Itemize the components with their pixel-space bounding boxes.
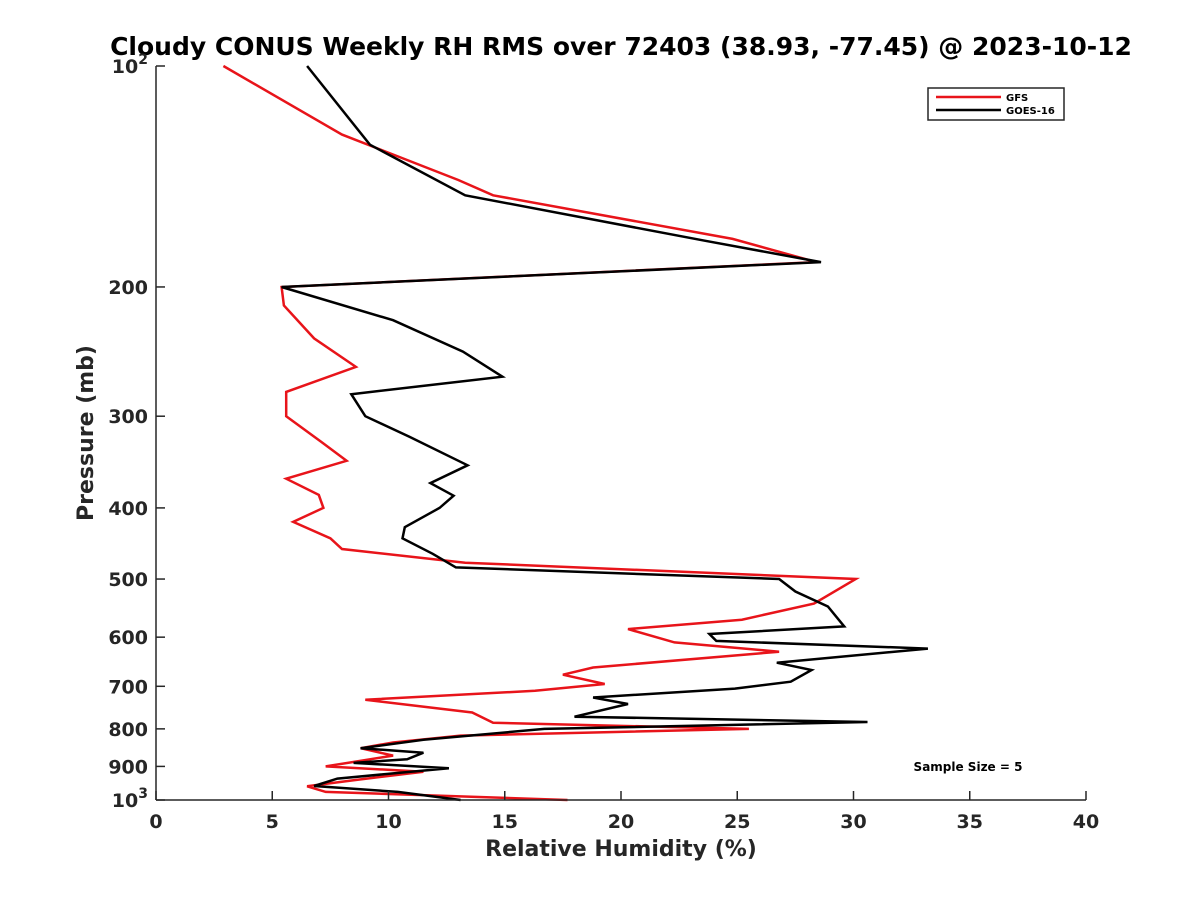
x-tick-label: 30 <box>840 811 866 833</box>
x-tick-label: 25 <box>724 811 750 833</box>
x-tick-label: 15 <box>492 811 518 833</box>
series-line-goes16 <box>281 65 929 802</box>
y-tick-label: 500 <box>108 569 148 591</box>
y-tick-label: 800 <box>108 719 148 741</box>
y-tick-label: 900 <box>108 756 148 778</box>
legend: GFS GOES-16 <box>927 87 1065 121</box>
y-tick-label: 700 <box>108 676 148 698</box>
y-tick-label: 600 <box>108 627 148 649</box>
legend-box <box>927 87 1065 121</box>
series-line-gfs <box>222 64 861 802</box>
x-axis-ticks: 0 5 10 15 20 25 30 35 40 <box>149 791 1099 833</box>
x-axis-label: Relative Humidity (%) <box>485 837 757 862</box>
y-axis-label: Pressure (mb) <box>74 345 99 521</box>
series-layer <box>222 64 929 802</box>
x-tick-label: 0 <box>149 811 162 833</box>
x-tick-label: 35 <box>957 811 983 833</box>
y-tick-label: 200 <box>108 277 148 299</box>
legend-label-goes16: GOES-16 <box>1006 106 1055 117</box>
x-tick-label: 10 <box>375 811 401 833</box>
chart-title: Cloudy CONUS Weekly RH RMS over 72403 (3… <box>110 32 1132 61</box>
y-tick-label: 103 <box>112 786 148 812</box>
x-tick-label: 5 <box>266 811 279 833</box>
y-tick-label: 300 <box>108 406 148 428</box>
y-tick-label: 102 <box>112 52 148 78</box>
x-tick-label: 40 <box>1073 811 1099 833</box>
y-axis-ticks: 102 200 300 400 500 600 700 800 900 103 <box>108 52 165 812</box>
legend-label-gfs: GFS <box>1006 93 1028 104</box>
x-tick-label: 20 <box>608 811 634 833</box>
y-tick-label: 400 <box>108 498 148 520</box>
sample-size-annotation: Sample Size = 5 <box>914 760 1023 774</box>
